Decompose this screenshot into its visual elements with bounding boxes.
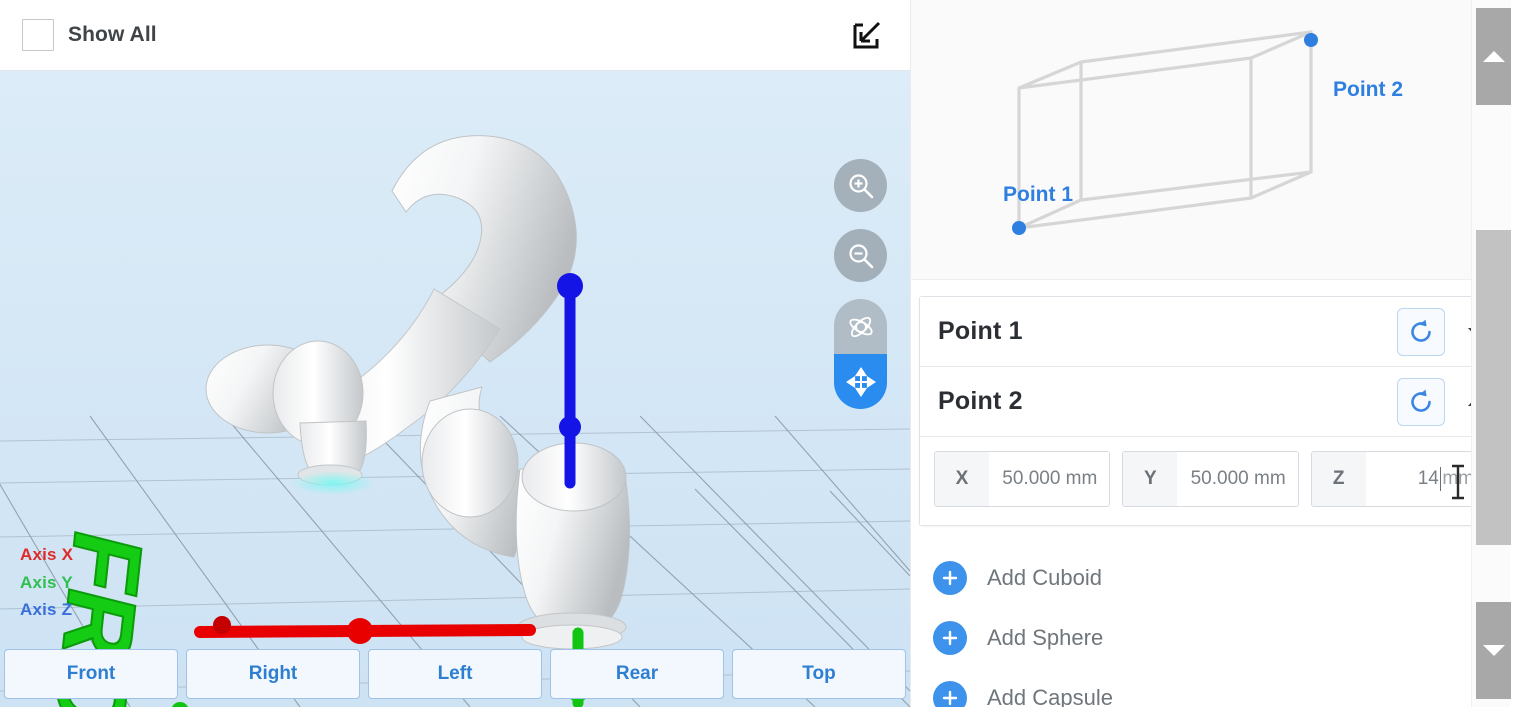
add-sphere-button[interactable]: Add Sphere [933, 608, 1510, 668]
coord-field-z[interactable]: Z 14 mm [1310, 451, 1487, 507]
add-capsule-button[interactable]: Add Capsule [933, 668, 1510, 707]
point-2-title: Point 2 [938, 387, 1023, 415]
coord-input-z[interactable]: 14 mm [1365, 452, 1486, 506]
coord-label-z: Z [1311, 452, 1366, 506]
view-button-top[interactable]: Top [732, 649, 906, 699]
add-cuboid-button[interactable]: Add Cuboid [933, 548, 1510, 608]
add-shape-list: Add Cuboid Add Sphere Ad [911, 526, 1510, 707]
gizmo-axis-z [557, 273, 583, 489]
collapse-arrow-icon[interactable] [846, 14, 888, 56]
view-button-rear[interactable]: Rear [550, 649, 724, 699]
axis-y-label: Axis Y [20, 572, 73, 592]
zoom-in-icon[interactable] [834, 159, 887, 212]
point2-marker [1304, 33, 1318, 47]
point-2-actions [1397, 377, 1487, 426]
point-2-coordinates: X 50.000 mm Y 50.000 mm Z 14 mm [920, 437, 1501, 525]
add-sphere-label: Add Sphere [987, 625, 1104, 650]
coord-label-x: X [935, 452, 989, 506]
plus-icon [933, 621, 967, 655]
viewport-toolbar: Show All [0, 0, 910, 71]
coord-input-y[interactable]: 50.000 mm [1177, 452, 1298, 506]
coord-input-x[interactable]: 50.000 mm [989, 452, 1110, 506]
properties-panel: Point 1 Point 2 Point 1 [910, 0, 1511, 707]
point-1-title: Point 1 [938, 317, 1023, 345]
cuboid-wireframe-icon [1012, 30, 1318, 235]
gizmo-axis-x [194, 616, 536, 644]
point-row-2[interactable]: Point 2 [920, 367, 1501, 437]
zoom-out-icon[interactable] [834, 229, 887, 282]
viewport-nav-controls [834, 159, 887, 409]
points-card: Point 1 Point 2 [919, 296, 1502, 526]
orbit-icon[interactable] [834, 299, 887, 354]
point-2-reset-icon[interactable] [1397, 377, 1445, 426]
view-buttons: Front Right Left Rear Top [0, 649, 910, 699]
point-1-reset-icon[interactable] [1397, 307, 1445, 356]
orbit-pan-toggle[interactable] [834, 299, 887, 409]
robot-arm-model: FRONT [19, 135, 630, 707]
coord-field-x[interactable]: X 50.000 mm [934, 451, 1111, 507]
add-capsule-label: Add Capsule [987, 685, 1113, 707]
scroll-up-arrow-icon[interactable] [1476, 8, 1511, 105]
axis-x-label: Axis X [20, 545, 74, 564]
coord-label-y: Y [1123, 452, 1178, 506]
axis-z-label: Axis Z [20, 600, 73, 620]
scroll-down-arrow-icon[interactable] [1476, 602, 1511, 699]
text-cursor-pointer [1451, 464, 1464, 500]
preview-point1-label: Point 1 [1003, 183, 1074, 206]
show-all-checkbox[interactable]: Show All [22, 19, 157, 51]
point-row-1[interactable]: Point 1 [920, 297, 1501, 367]
3d-viewport[interactable]: FRONT [0, 71, 910, 707]
cuboid-preview: Point 1 Point 2 [911, 0, 1511, 280]
show-all-checkbox-box[interactable] [22, 19, 54, 51]
pan-icon[interactable] [834, 354, 887, 409]
coord-z-value: 14 [1417, 468, 1439, 489]
axis-legend: Axis X Axis Y Axis Z [20, 541, 73, 624]
scrollbar-thumb[interactable] [1476, 230, 1511, 545]
point1-marker [1012, 221, 1026, 235]
panel-scrollbar[interactable] [1471, 0, 1511, 707]
simulation-pane: Show All [0, 0, 910, 707]
plus-icon [933, 681, 967, 707]
view-button-front[interactable]: Front [4, 649, 178, 699]
view-button-right[interactable]: Right [186, 649, 360, 699]
view-button-left[interactable]: Left [368, 649, 542, 699]
show-all-label: Show All [68, 23, 157, 46]
preview-point2-label: Point 2 [1333, 78, 1404, 101]
text-caret [1439, 467, 1442, 491]
coord-field-y[interactable]: Y 50.000 mm [1122, 451, 1299, 507]
add-cuboid-label: Add Cuboid [987, 565, 1102, 590]
plus-icon [933, 561, 967, 595]
